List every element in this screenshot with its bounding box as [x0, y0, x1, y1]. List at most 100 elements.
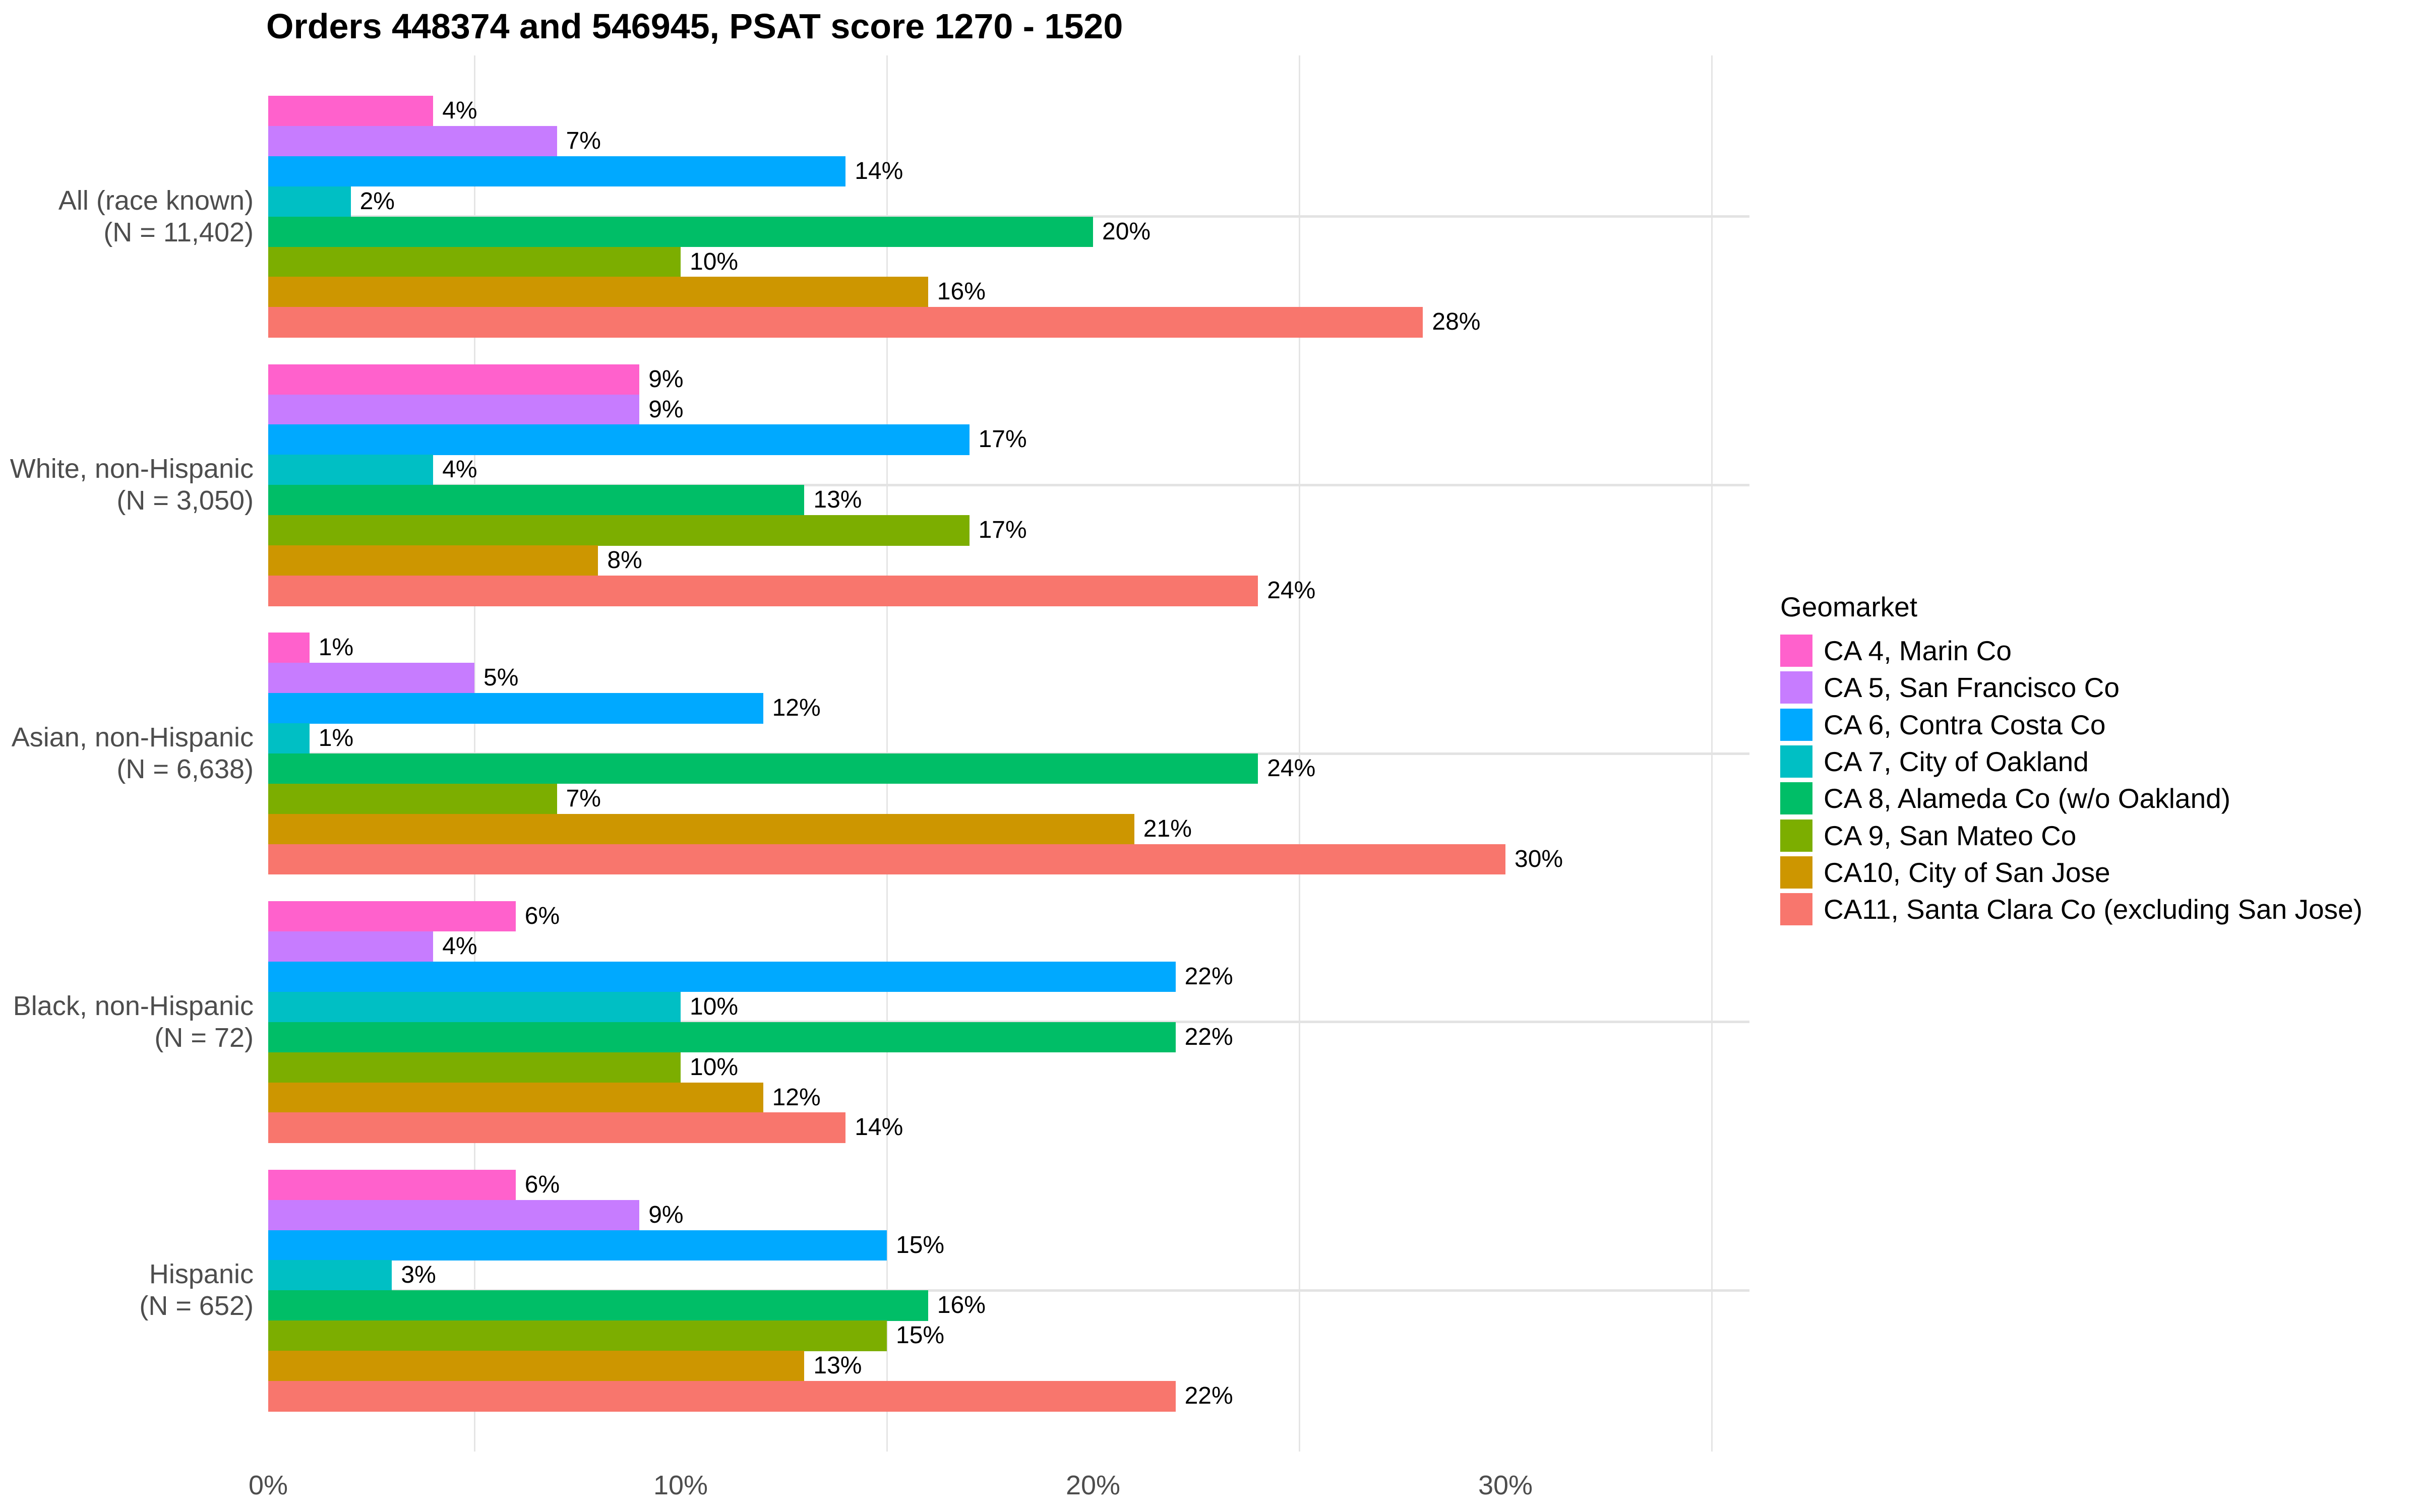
bar-value-label: 22% [1184, 1382, 1233, 1410]
category-label-line2: (N = 652) [139, 1291, 254, 1321]
x-axis: 0% 10% 20% 30% [0, 1470, 2420, 1505]
bar [268, 693, 763, 724]
category-label-line2: (N = 11,402) [103, 217, 254, 247]
legend-swatch [1780, 893, 1812, 926]
bar-value-label: 5% [483, 664, 519, 691]
bar-value-label: 14% [855, 157, 903, 184]
bar-value-label: 22% [1184, 1023, 1233, 1050]
bar [268, 723, 310, 754]
bar-value-label: 14% [855, 1114, 903, 1141]
y-axis: All (race known) (N = 11,402) White, non-H… [0, 0, 254, 1512]
bar [268, 246, 681, 277]
category-label-line1: Asian, non-Hispanic [11, 722, 254, 752]
legend-item: CA 7, City of Oakland [1780, 743, 2089, 780]
bar [268, 364, 640, 395]
x-axis-tick-label: 20% [1065, 1470, 1121, 1500]
bar [268, 901, 516, 932]
legend-item-label: CA 6, Contra Costa Co [1824, 709, 2106, 740]
legend-item-label: CA 4, Marin Co [1824, 635, 2012, 666]
legend-title: Geomarket [1780, 591, 1918, 622]
bar [268, 753, 1258, 784]
bar-value-label: 1% [318, 634, 354, 661]
bar [268, 1112, 846, 1143]
bar-value-label: 15% [896, 1322, 945, 1349]
legend-item: CA 6, Contra Costa Co [1780, 706, 2105, 743]
bar [268, 783, 557, 814]
bar [268, 277, 928, 307]
bar-value-label: 1% [318, 725, 354, 752]
bar [268, 1381, 1176, 1412]
legend-swatch [1780, 745, 1812, 778]
bar [268, 961, 1176, 992]
bar [268, 1022, 1176, 1053]
legend-item-label: CA 8, Alameda Co (w/o Oakland) [1824, 783, 2231, 814]
bar [268, 1290, 928, 1321]
bar-value-label: 4% [442, 932, 477, 960]
y-axis-category-label: All (race known) (N = 11,402) [0, 185, 254, 248]
bar-value-label: 10% [690, 1053, 739, 1081]
legend-item: CA11, Santa Clara Co (excluding San Jose… [1780, 891, 2363, 928]
bar-value-label: 12% [772, 1084, 821, 1111]
bar-value-label: 15% [896, 1231, 945, 1258]
bar [268, 307, 1423, 338]
x-axis-tick-label: 0% [248, 1470, 288, 1500]
legend-swatch [1780, 856, 1812, 889]
bar-value-label: 7% [566, 785, 601, 812]
bar [268, 931, 434, 962]
bar [268, 1351, 805, 1381]
legend-item-label: CA 5, San Francisco Co [1824, 672, 2120, 704]
bar [268, 1230, 887, 1261]
y-axis-category-label: White, non-Hispanic (N = 3,050) [0, 453, 254, 517]
legend-item-label: CA 7, City of Oakland [1824, 745, 2089, 777]
bar-value-label: 24% [1267, 755, 1316, 782]
x-axis-tick-label: 10% [653, 1470, 708, 1500]
bar-value-label: 8% [607, 547, 642, 574]
chart-title: Orders 448374 and 546945, PSAT score 127… [266, 7, 1123, 46]
bar [268, 125, 557, 157]
category-label-line1: White, non-Hispanic [10, 454, 254, 484]
bar [268, 991, 681, 1023]
category-label-line1: All (race known) [58, 185, 254, 216]
bar-value-label: 16% [937, 278, 986, 305]
bar [268, 95, 434, 127]
legend-item: CA 5, San Francisco Co [1780, 669, 2120, 706]
category-label-line2: (N = 3,050) [116, 485, 254, 516]
bar-value-label: 13% [813, 486, 862, 514]
bar [268, 156, 846, 187]
category-label-line1: Hispanic [149, 1259, 254, 1290]
bar-value-label: 6% [524, 902, 560, 929]
category-label-line2: (N = 6,638) [116, 754, 254, 784]
bar-value-label: 7% [566, 127, 601, 154]
bar-value-label: 9% [648, 396, 684, 423]
legend-swatch [1780, 671, 1812, 704]
bar-value-label: 24% [1267, 577, 1316, 604]
legend-item: CA 8, Alameda Co (w/o Oakland) [1780, 780, 2230, 817]
bar [268, 394, 640, 425]
bar [268, 424, 970, 455]
bar-value-label: 3% [401, 1262, 436, 1289]
bar-value-label: 30% [1515, 845, 1563, 872]
legend-item: CA 4, Marin Co [1780, 633, 2012, 669]
legend-item-label: CA10, City of San Jose [1824, 856, 2110, 888]
bar-value-label: 6% [524, 1171, 560, 1198]
bar [268, 576, 1258, 606]
bar-value-label: 22% [1184, 963, 1233, 990]
y-axis-category-label: Black, non-Hispanic (N = 72) [0, 990, 254, 1054]
y-axis-category-label: Hispanic (N = 652) [0, 1258, 254, 1322]
legend-swatch [1780, 782, 1812, 815]
bar [268, 1200, 640, 1231]
bar [268, 1320, 887, 1351]
bar [268, 633, 310, 663]
bar-value-label: 2% [359, 187, 395, 215]
legend-item: CA 9, San Mateo Co [1780, 817, 2076, 854]
bar [268, 216, 1093, 247]
bar-value-label: 20% [1102, 218, 1151, 245]
category-label-line1: Black, non-Hispanic [13, 990, 254, 1021]
bar [268, 186, 351, 217]
category-label-line2: (N = 72) [154, 1022, 254, 1053]
bar-value-label: 10% [690, 248, 739, 275]
legend-swatch [1780, 635, 1812, 667]
legend-swatch [1780, 819, 1812, 852]
